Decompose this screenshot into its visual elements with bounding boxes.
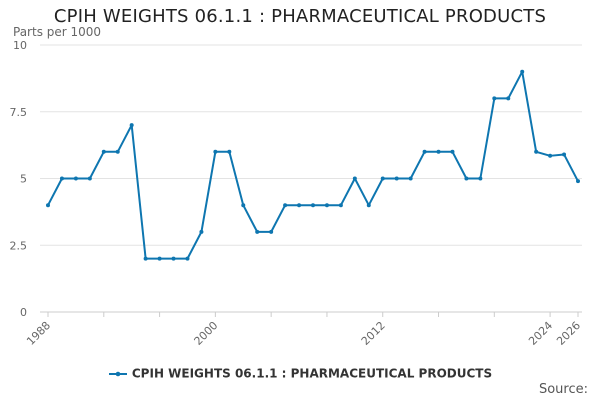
data-point xyxy=(562,152,567,157)
series-group xyxy=(46,69,580,261)
data-point xyxy=(283,203,288,208)
data-point xyxy=(46,203,50,208)
data-point xyxy=(241,203,246,208)
data-point xyxy=(59,176,64,181)
data-point xyxy=(548,153,553,158)
data-point xyxy=(171,256,176,261)
y-axis: 0 2.5 5 7.5 10 xyxy=(10,39,28,319)
data-point xyxy=(311,203,315,208)
y-tick-label: 7.5 xyxy=(10,106,28,119)
x-tick-label: 2012 xyxy=(359,319,388,348)
legend-swatch xyxy=(108,371,127,376)
series-line xyxy=(47,70,579,260)
data-point xyxy=(157,256,162,261)
data-point xyxy=(143,256,148,261)
data-point xyxy=(534,149,539,154)
data-point xyxy=(394,176,399,181)
data-point xyxy=(352,176,357,181)
data-point xyxy=(520,69,525,74)
data-point xyxy=(185,256,190,261)
data-point xyxy=(408,176,413,181)
x-tick-label: 2000 xyxy=(191,319,220,348)
source-label: Source: xyxy=(538,382,588,397)
data-point xyxy=(297,203,302,208)
x-tick-label: 2026 xyxy=(554,319,583,348)
y-tick-label: 5 xyxy=(20,173,27,186)
legend[interactable]: CPIH WEIGHTS 06.1.1 : PHARMACEUTICAL PRO… xyxy=(0,366,600,381)
data-point xyxy=(338,203,343,208)
data-point xyxy=(436,149,441,154)
y-axis-title: Parts per 1000 xyxy=(13,25,101,39)
data-point xyxy=(380,176,385,181)
data-point xyxy=(324,203,329,208)
data-point xyxy=(227,149,232,154)
data-point xyxy=(73,176,78,181)
data-point xyxy=(478,176,483,181)
data-point xyxy=(255,229,260,234)
data-point xyxy=(87,176,92,181)
y-tick-label: 0 xyxy=(20,306,27,319)
data-point xyxy=(450,149,455,154)
y-tick-label: 2.5 xyxy=(10,239,28,252)
data-point xyxy=(422,149,427,154)
data-point xyxy=(213,149,218,154)
data-point xyxy=(492,96,497,101)
data-point xyxy=(576,179,580,184)
data-point xyxy=(366,203,371,208)
data-point xyxy=(101,149,106,154)
chart-title: CPIH WEIGHTS 06.1.1 : PHARMACEUTICAL PRO… xyxy=(53,6,547,27)
data-point xyxy=(464,176,469,181)
data-point xyxy=(269,229,274,234)
data-point xyxy=(199,229,204,234)
y-tick-label: 10 xyxy=(13,39,27,52)
data-point xyxy=(129,123,134,128)
data-point xyxy=(115,149,120,154)
x-tick-label: 2024 xyxy=(526,319,555,348)
legend-label: CPIH WEIGHTS 06.1.1 : PHARMACEUTICAL PRO… xyxy=(131,366,493,381)
data-point xyxy=(506,96,511,101)
x-tick-label: 1988 xyxy=(24,319,53,348)
